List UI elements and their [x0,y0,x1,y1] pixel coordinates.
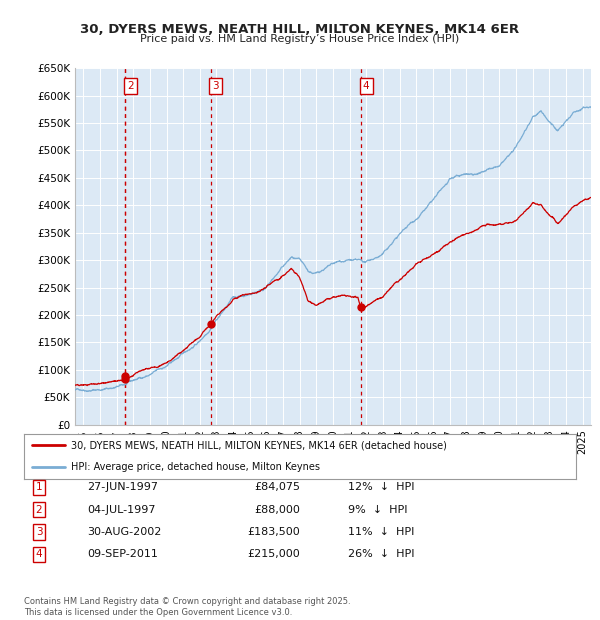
Text: 30-AUG-2002: 30-AUG-2002 [87,527,161,537]
Text: 2: 2 [127,81,133,91]
Text: 2: 2 [35,505,43,515]
Text: 30, DYERS MEWS, NEATH HILL, MILTON KEYNES, MK14 6ER: 30, DYERS MEWS, NEATH HILL, MILTON KEYNE… [80,23,520,36]
Text: 9%  ↓  HPI: 9% ↓ HPI [348,505,407,515]
Text: £183,500: £183,500 [247,527,300,537]
Text: 3: 3 [35,527,43,537]
Text: 4: 4 [35,549,43,559]
Text: 27-JUN-1997: 27-JUN-1997 [87,482,158,492]
Text: 1: 1 [35,482,43,492]
Text: £84,075: £84,075 [254,482,300,492]
Text: 3: 3 [212,81,219,91]
Text: 4: 4 [363,81,370,91]
Text: 26%  ↓  HPI: 26% ↓ HPI [348,549,415,559]
Text: 09-SEP-2011: 09-SEP-2011 [87,549,158,559]
Text: 30, DYERS MEWS, NEATH HILL, MILTON KEYNES, MK14 6ER (detached house): 30, DYERS MEWS, NEATH HILL, MILTON KEYNE… [71,440,447,450]
Text: Price paid vs. HM Land Registry’s House Price Index (HPI): Price paid vs. HM Land Registry’s House … [140,34,460,44]
Text: 11%  ↓  HPI: 11% ↓ HPI [348,527,415,537]
Text: £215,000: £215,000 [247,549,300,559]
Text: HPI: Average price, detached house, Milton Keynes: HPI: Average price, detached house, Milt… [71,463,320,472]
Text: 04-JUL-1997: 04-JUL-1997 [87,505,155,515]
Text: Contains HM Land Registry data © Crown copyright and database right 2025.
This d: Contains HM Land Registry data © Crown c… [24,598,350,617]
Text: £88,000: £88,000 [254,505,300,515]
Text: 12%  ↓  HPI: 12% ↓ HPI [348,482,415,492]
